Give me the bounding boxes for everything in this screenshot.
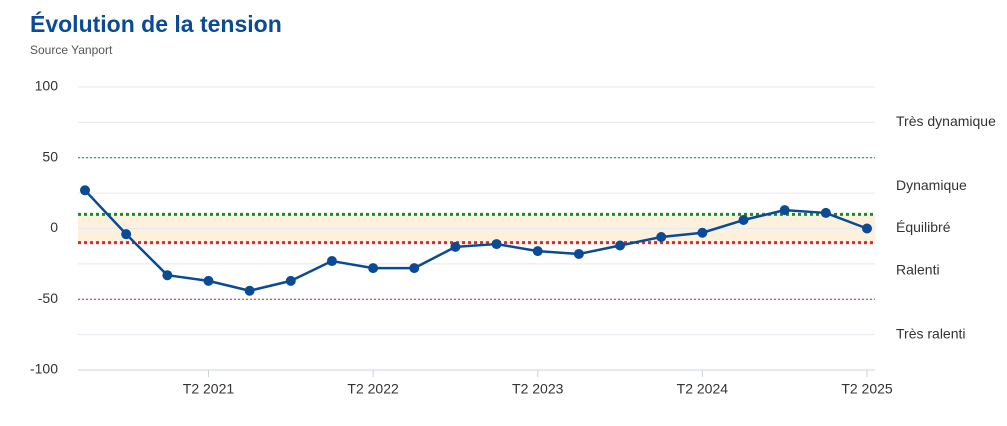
data-point: [697, 227, 708, 238]
data-point: [779, 205, 790, 216]
data-point: [285, 275, 296, 286]
data-point: [203, 275, 214, 286]
zone-label: Très ralenti: [896, 325, 966, 341]
x-tick-label: T2 2025: [841, 381, 893, 397]
x-tick-label: T2 2021: [183, 381, 235, 397]
x-tick-label: T2 2024: [677, 381, 729, 397]
zone-label: Dynamique: [896, 177, 967, 193]
y-tick-label: 100: [35, 78, 59, 94]
data-point: [491, 239, 502, 250]
data-point: [80, 185, 90, 196]
x-tick-label: T2 2022: [347, 381, 399, 397]
data-point: [162, 270, 173, 281]
y-tick-label: -100: [30, 361, 58, 377]
data-point: [656, 231, 667, 242]
zone-label: Très dynamique: [896, 113, 996, 129]
data-point: [368, 263, 379, 274]
data-point: [862, 223, 872, 234]
data-point: [450, 241, 461, 252]
data-point: [121, 229, 132, 240]
x-tick-label: T2 2023: [512, 381, 564, 397]
data-point: [326, 256, 337, 267]
data-point: [820, 207, 831, 218]
chart-subtitle: Source Yanport: [30, 43, 113, 57]
y-tick-label: 50: [42, 148, 58, 164]
data-point: [615, 240, 626, 251]
zone-label: Équilibré: [896, 219, 951, 235]
data-point: [573, 248, 584, 259]
data-line: [84, 189, 868, 293]
data-point: [244, 285, 255, 296]
y-tick-label: 0: [50, 219, 58, 235]
y-tick-label: -50: [38, 290, 58, 306]
zone-label: Ralenti: [896, 262, 940, 278]
chart-title: Évolution de la tension: [30, 10, 282, 37]
data-point: [738, 215, 749, 226]
data-point: [532, 246, 543, 257]
data-point: [409, 263, 420, 274]
